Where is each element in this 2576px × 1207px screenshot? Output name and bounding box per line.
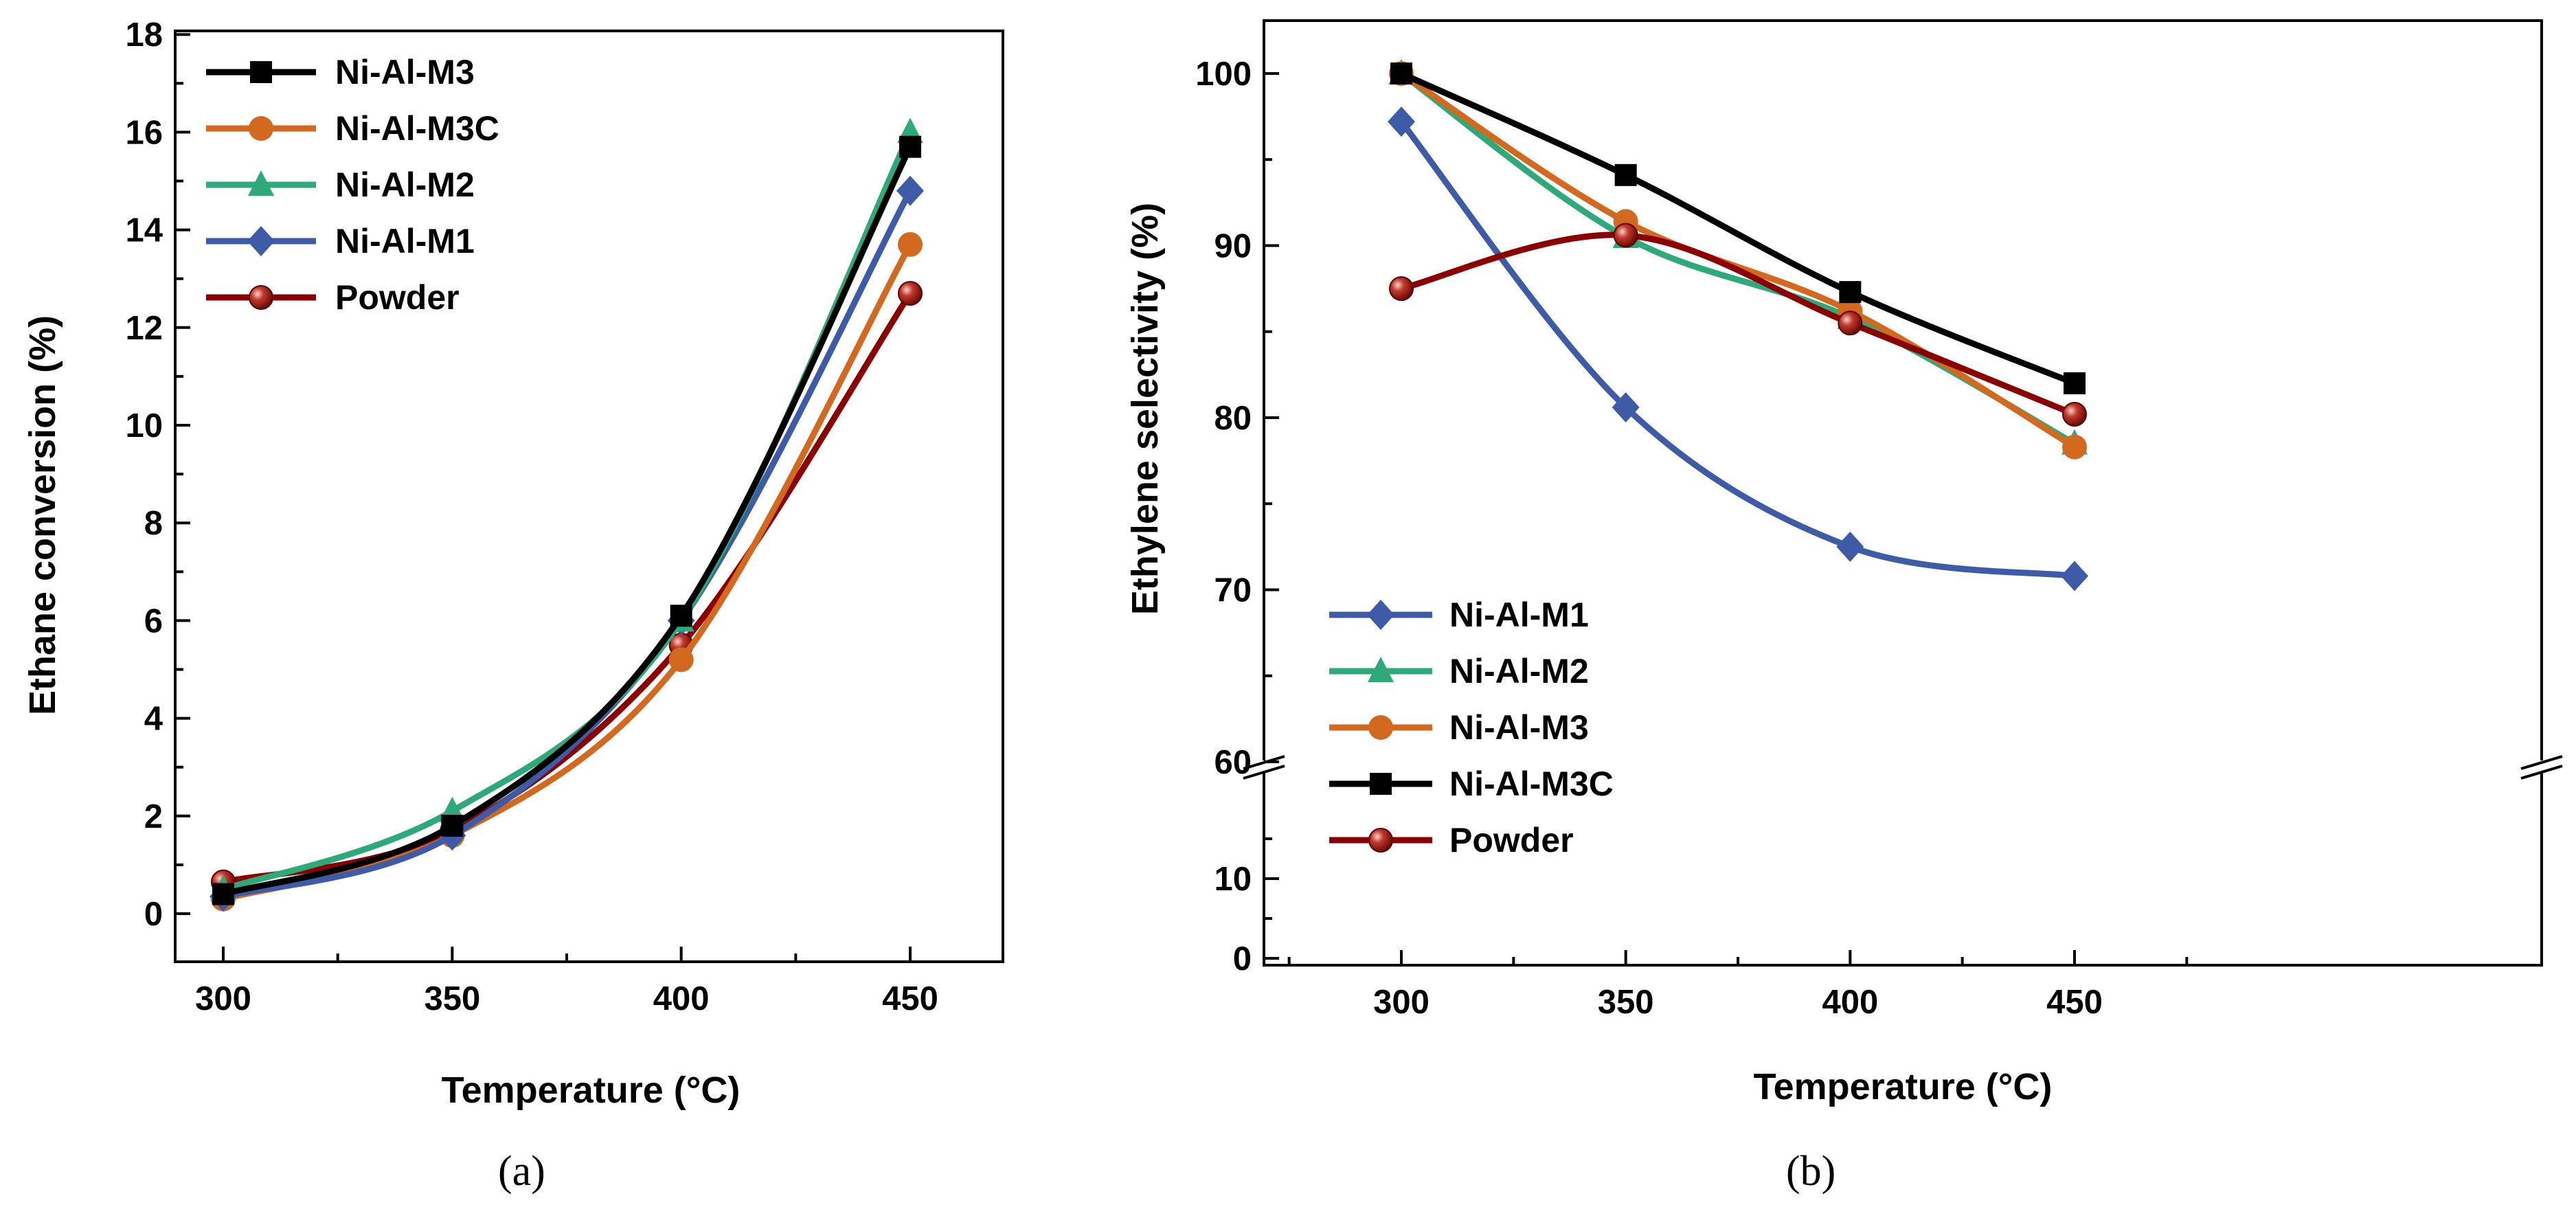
panel-a-legend-label-powder: Powder	[335, 278, 460, 317]
panel-a-legend-marker-powder	[249, 285, 273, 310]
panel-b-series-line-ni-al-m1	[1398, 118, 2078, 579]
panel-a-y-tick-label: 14	[125, 212, 163, 249]
panel-b-point-ni-al-m3c	[2064, 372, 2086, 394]
panel-a-x-tick-label: 350	[424, 980, 480, 1017]
panel-b-legend-label-ni-al-m3: Ni-Al-M3	[1449, 708, 1589, 747]
panel-a-x-tick-label: 300	[195, 980, 251, 1017]
panel-a-point-ni-al-m3	[670, 605, 692, 627]
panel-b-point-powder	[1613, 223, 1638, 248]
panel-a-caption: (a)	[498, 1148, 545, 1195]
panel-a-y-tick-label: 4	[144, 701, 163, 738]
panel-a-y-tick-label: 2	[144, 798, 163, 835]
panel-a-point-ni-al-m3	[212, 883, 234, 905]
panel-a-point-ni-al-m3c	[668, 647, 694, 673]
panel-a-series-line-ni-al-m1	[220, 188, 914, 900]
panel-a-point-ni-al-m1	[896, 175, 924, 206]
panel-b-y-tick-label: 80	[1214, 400, 1252, 437]
panel-b-x-tick-label: 350	[1598, 984, 1654, 1021]
panel-b-y-tick-label: 70	[1214, 572, 1252, 609]
panel-b-y-tick-label: 0	[1233, 940, 1252, 978]
panel-a-y-tick-label: 12	[125, 310, 163, 347]
panel-b-point-ni-al-m1	[2061, 561, 2088, 591]
panel-b-series-line-powder	[1398, 232, 2078, 418]
panel-b-point-ni-al-m3	[2062, 434, 2087, 460]
panel-b-axis-break-mark	[2520, 765, 2563, 780]
panel-a-y-tick-label: 0	[144, 896, 163, 933]
panel-a-plot-frame	[174, 30, 1004, 963]
panel-a-y-tick-label: 16	[125, 114, 163, 151]
panel-b-y-tick-label: 60	[1214, 744, 1252, 781]
panel-a-point-powder	[898, 281, 923, 306]
panel-b-point-ni-al-m3c	[1614, 163, 1637, 186]
panel-b-plot-frame	[1263, 19, 2543, 967]
panel-b-point-ni-al-m1	[1836, 531, 1864, 562]
panel-b-plot: 0 10 60 70 80 90 100 300 350 400 450 Ni-Al-M1 Ni-Al-…	[1195, 19, 2563, 1021]
panel-b-x-tick-label: 300	[1373, 984, 1430, 1021]
panel-a-point-ni-al-m3c	[898, 232, 923, 257]
panel-b-legend-marker-powder	[1368, 828, 1393, 853]
panel-b: 0 10 60 70 80 90 100 300 350 400 450 Ni-Al-M1 Ni-Al-…	[1125, 19, 2563, 1195]
panel-b-x-tick-label: 400	[1822, 984, 1878, 1021]
panel-a-y-axis-label: Ethane conversion (%)	[22, 315, 63, 715]
panel-b-point-ni-al-m1	[1388, 106, 1415, 137]
panel-b-series-line-ni-al-m3c	[1398, 70, 2078, 387]
panel-b-axis-break-mark	[1243, 765, 1285, 780]
panel-b-y-tick-label: 90	[1214, 228, 1252, 265]
panel-a-series-line-ni-al-m3	[220, 144, 914, 898]
panel-a-x-tick-label: 400	[653, 980, 710, 1017]
panel-a-point-ni-al-m3	[441, 815, 464, 837]
panel-b-legend-label-ni-al-m2: Ni-Al-M2	[1449, 652, 1589, 690]
panel-a-legend-marker-ni-al-m3c	[249, 116, 273, 141]
panel-a: 0 2 4 6 8 10 12 14 16 18 300 350 400 450 Ni-Al-M3 Ni-Al…	[22, 16, 1004, 1195]
panel-b-legend-marker-ni-al-m3	[1368, 715, 1393, 740]
panel-b-legend-marker-ni-al-m2	[1368, 657, 1394, 682]
panel-a-legend-label-ni-al-m3: Ni-Al-M3	[335, 53, 475, 91]
panel-b-legend-label-ni-al-m1: Ni-Al-M1	[1449, 596, 1589, 634]
panel-b-legend-label-ni-al-m3c: Ni-Al-M3C	[1449, 765, 1614, 803]
panel-a-series-line-ni-al-m2	[220, 128, 914, 892]
panel-b-x-axis-label: Temperature (°C)	[1754, 1066, 2053, 1107]
panel-a-series-line-ni-al-m3c	[220, 241, 914, 903]
panel-b-point-ni-al-m3c	[1390, 63, 1412, 84]
panel-a-plot: 0 2 4 6 8 10 12 14 16 18 300 350 400 450 Ni-Al-M3 Ni-Al…	[125, 16, 1004, 1017]
panel-a-legend-marker-ni-al-m2	[248, 170, 274, 196]
panel-a-series-line-powder	[220, 290, 914, 885]
panel-b-y-tick-label: 10	[1214, 861, 1252, 898]
panel-b-legend-marker-ni-al-m3c	[1370, 773, 1392, 795]
panel-b-y-tick-label: 100	[1195, 56, 1252, 93]
panel-b-point-powder	[1389, 276, 1414, 302]
panel-a-y-tick-label: 8	[144, 505, 163, 542]
panel-b-x-tick-label: 450	[2046, 984, 2103, 1021]
panel-a-legend-marker-ni-al-m1	[247, 226, 275, 256]
panel-a-legend-marker-ni-al-m3	[250, 61, 272, 83]
panel-b-legend-label-powder: Powder	[1449, 821, 1574, 859]
panel-a-x-axis-label: Temperature (°C)	[442, 1070, 741, 1111]
panel-b-y-axis-label: Ethylene selectivity (%)	[1125, 203, 1166, 615]
panel-b-point-ni-al-m1	[1612, 392, 1640, 422]
panel-a-x-tick-label: 450	[882, 980, 938, 1017]
panel-b-point-powder	[1838, 311, 1863, 336]
panel-b-point-ni-al-m3c	[1839, 281, 1862, 304]
panel-a-legend-label-ni-al-m3c: Ni-Al-M3C	[335, 109, 499, 148]
panel-b-caption: (b)	[1786, 1148, 1835, 1195]
panel-b-legend-marker-ni-al-m1	[1367, 600, 1394, 630]
panel-a-y-tick-label: 10	[125, 407, 163, 444]
panel-a-y-tick-label: 6	[144, 602, 163, 640]
panel-b-axis-break-mark	[2520, 755, 2563, 770]
panel-a-legend-label-ni-al-m1: Ni-Al-M1	[335, 222, 475, 260]
panel-b-point-powder	[2062, 401, 2087, 427]
panel-a-y-tick-label: 18	[125, 16, 163, 54]
panel-a-legend-label-ni-al-m2: Ni-Al-M2	[335, 166, 475, 204]
panel-a-point-ni-al-m3	[899, 135, 921, 158]
